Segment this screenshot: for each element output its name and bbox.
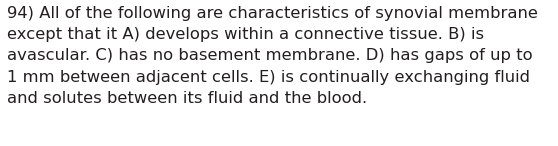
Text: 94) All of the following are characteristics of synovial membrane
except that it: 94) All of the following are characteris… bbox=[7, 6, 538, 106]
